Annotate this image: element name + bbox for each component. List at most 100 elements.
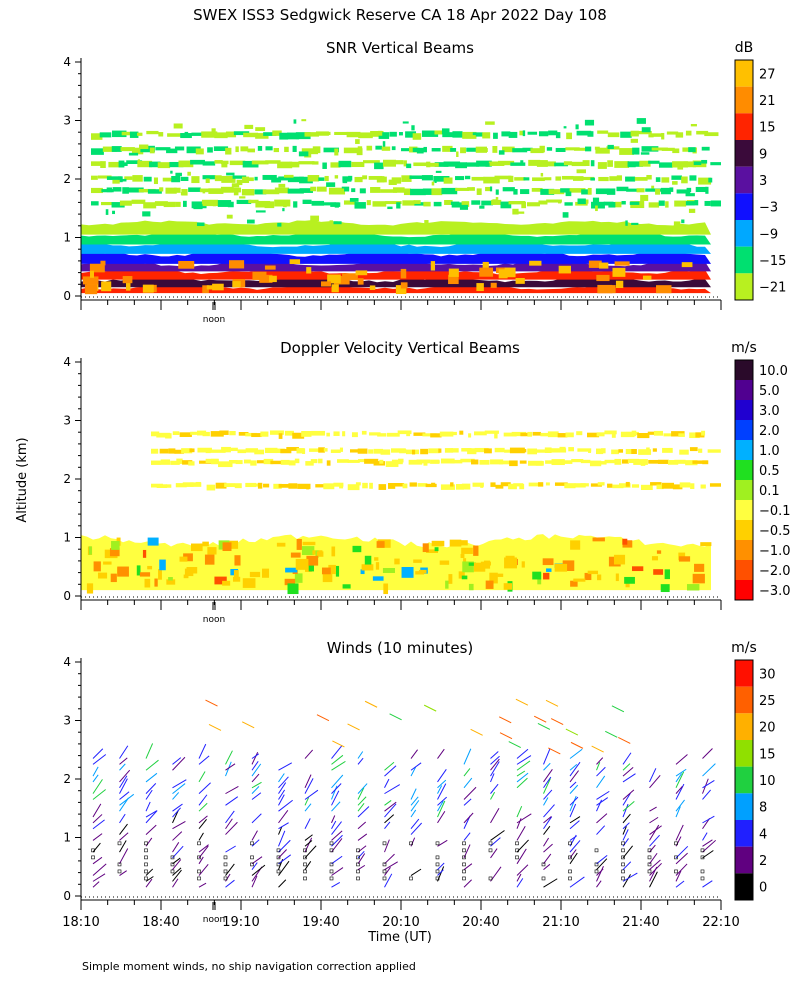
wind-barb: [92, 766, 99, 777]
doppler-cell: [88, 546, 92, 555]
wind-barb: [331, 801, 341, 812]
wind-barb: [649, 834, 660, 847]
doppler-layer-cell: [511, 431, 527, 437]
doppler-layer-cell: [554, 482, 568, 486]
doppler-layer-cell: [438, 448, 442, 453]
snr-cell: [490, 282, 497, 288]
snr-cell: [259, 274, 273, 283]
snr-layer-cell: [202, 175, 216, 180]
wind-barb: [278, 826, 283, 835]
x-axis-label: Time (UT): [367, 930, 432, 945]
wind-barb: [278, 799, 293, 812]
wind-barb: [92, 779, 103, 794]
snr-speck: [491, 178, 498, 183]
wind-barb: [251, 875, 258, 888]
snr-layer-cell: [318, 177, 325, 181]
snr-layer-cell: [528, 159, 541, 166]
doppler-cell: [295, 558, 309, 570]
x-tick-label: 18:40: [142, 915, 179, 930]
wind-calm-marker: [700, 848, 705, 853]
wind-barb: [543, 769, 553, 783]
snr-layer-cell: [520, 189, 530, 195]
snr-layer-cell: [322, 162, 327, 169]
snr-layer-cell: [391, 146, 396, 151]
doppler-layer-cell: [402, 483, 408, 489]
snr-layer-cell: [666, 131, 679, 135]
doppler-layer-cell: [700, 484, 706, 489]
wind-barb: [331, 882, 341, 888]
colorbar-swatch: [735, 846, 753, 874]
snr-cell: [142, 284, 154, 293]
doppler-layer-cell: [604, 430, 617, 435]
wind-barb: [172, 779, 187, 789]
wind-barb: [702, 832, 708, 841]
wind-barb: [384, 861, 398, 871]
snr-layer-cell: [356, 148, 363, 156]
doppler-cell: [570, 580, 578, 587]
snr-layer-cell: [634, 177, 648, 181]
snr-layer-cell: [111, 202, 125, 208]
snr-speck: [522, 130, 526, 137]
snr-speck: [187, 171, 191, 176]
wind-calm-marker: [409, 876, 413, 881]
snr-speck: [180, 192, 186, 196]
doppler-cell: [542, 558, 554, 566]
doppler-layer-cell: [423, 459, 428, 466]
colorbar-label: −21: [759, 281, 786, 296]
snr-layer-cell: [99, 132, 112, 138]
doppler-cell: [290, 552, 301, 558]
snr-layer-cell: [467, 187, 475, 191]
snr-layer-cell: [648, 160, 660, 164]
doppler-layer-cell: [221, 446, 231, 453]
snr-speck: [492, 199, 498, 204]
snr-layer-cell: [422, 188, 436, 195]
colorbar-label: −0.1: [759, 504, 791, 519]
doppler-cell: [473, 562, 486, 572]
snr-cell: [264, 265, 276, 270]
doppler-layer-cell: [256, 460, 270, 464]
wind-barb: [172, 869, 182, 882]
snr-layer-cell: [391, 160, 404, 165]
snr-layer-cell: [227, 201, 234, 208]
doppler-layer-cell: [165, 433, 172, 439]
doppler-cell: [468, 562, 476, 566]
wind-barb: [591, 745, 604, 753]
wind-calm-marker: [647, 848, 652, 853]
wind-barb: [437, 800, 444, 812]
snr-layer-cell: [191, 176, 200, 184]
colorbar-label: −3: [759, 201, 778, 216]
snr-layer-cell: [531, 187, 543, 192]
wind-barb: [347, 723, 360, 731]
wind-barb: [225, 863, 235, 876]
snr-layer-cell: [421, 175, 433, 181]
wind-barb: [304, 774, 312, 788]
snr-layer-cell: [561, 175, 574, 180]
snr-layer-cell: [382, 159, 397, 167]
doppler-cell: [692, 573, 705, 584]
wind-barb: [92, 881, 100, 888]
x-tick-label: 22:10: [702, 915, 739, 930]
snr-layer-cell: [544, 177, 552, 181]
doppler-layer-cell: [596, 461, 607, 465]
doppler-layer-cell: [368, 449, 374, 454]
doppler-layer-cell: [205, 448, 211, 454]
wind-calm-marker: [356, 869, 360, 874]
wind-barb: [437, 769, 447, 783]
doppler-layer-cell: [580, 459, 591, 464]
wind-barb: [331, 855, 343, 865]
doppler-layer-cell: [160, 459, 171, 465]
wind-barb: [119, 840, 127, 853]
wind-barb: [463, 768, 471, 777]
wind-barb: [304, 749, 314, 759]
wind-barb: [251, 761, 259, 771]
snr-layer-cell: [413, 162, 428, 167]
colorbar-swatch: [735, 60, 753, 87]
wind-barb: [675, 852, 688, 865]
wind-barb: [410, 809, 417, 818]
doppler-layer-cell: [286, 447, 299, 451]
doppler-layer-cell: [588, 449, 592, 453]
wind-barb: [569, 816, 581, 824]
doppler-layer-cell: [709, 483, 721, 487]
snr-speck: [429, 162, 439, 167]
colorbar-frame: [734, 359, 754, 601]
